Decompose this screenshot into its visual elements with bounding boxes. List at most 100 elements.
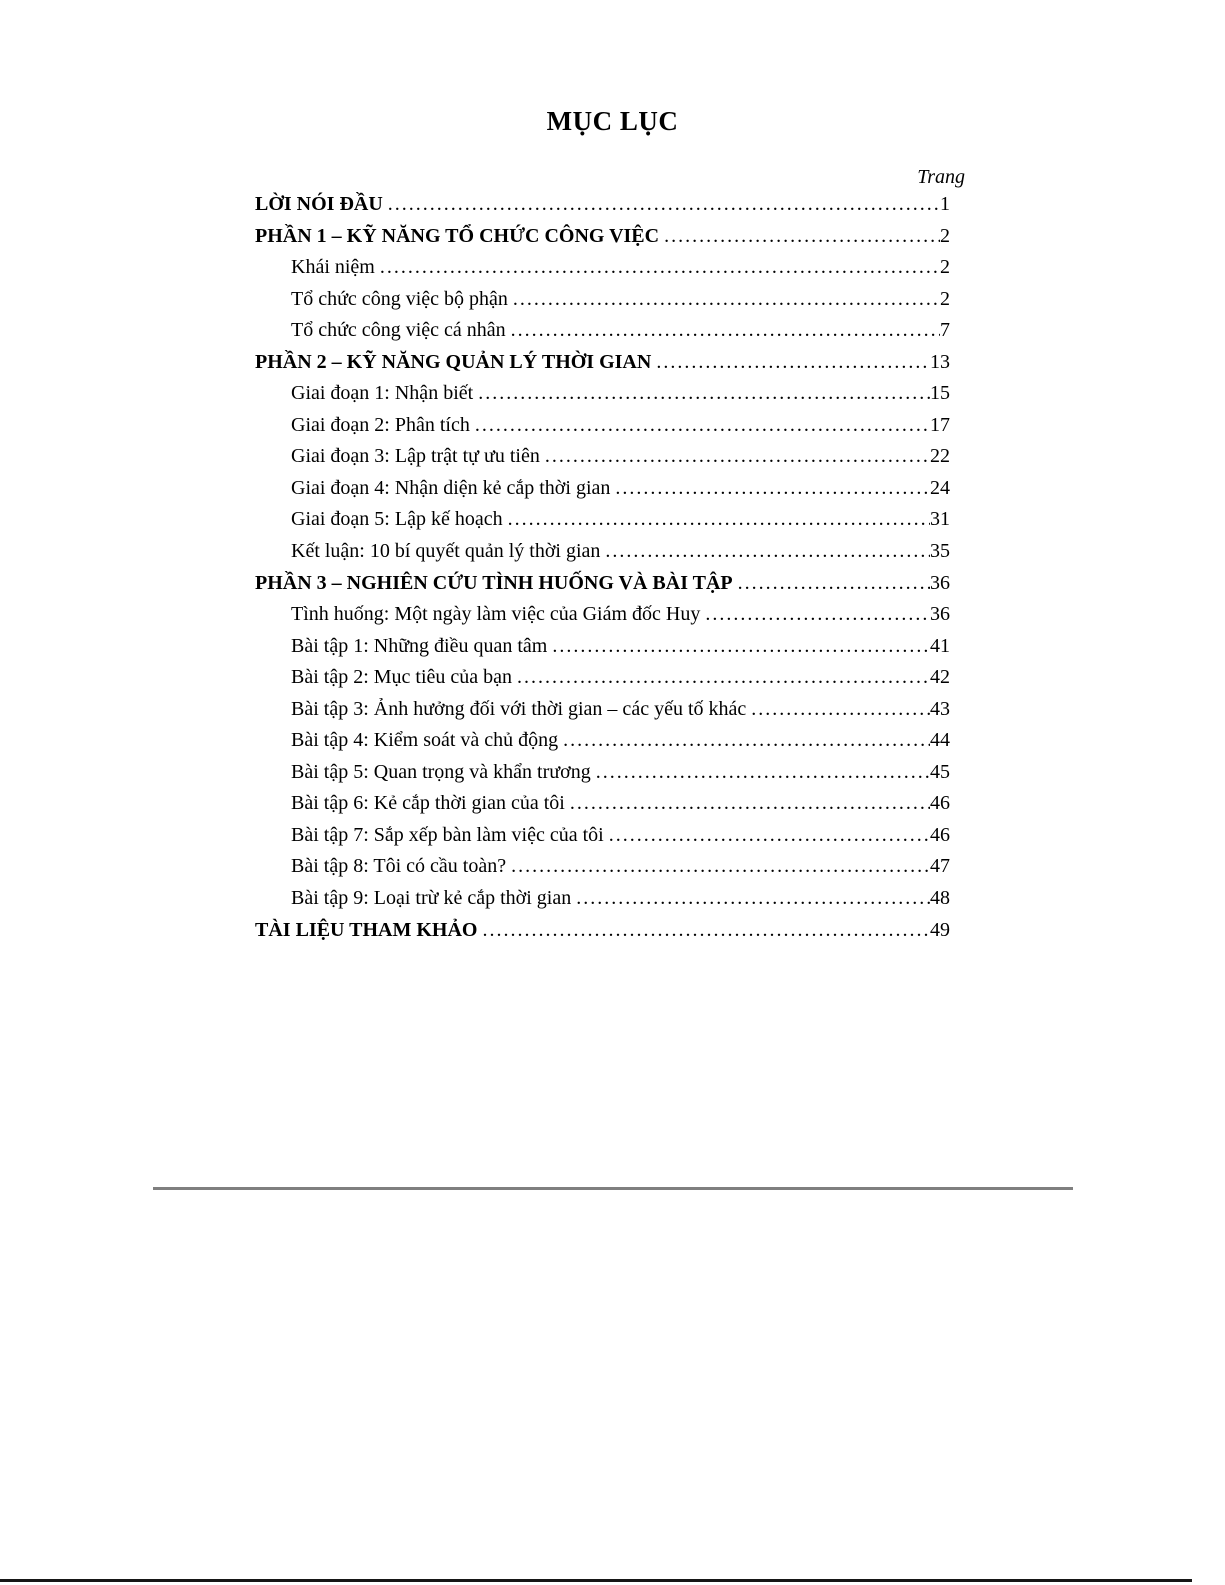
toc-entry: Bài tập 9: Loại trừ kẻ cắp thời gian ...… [255,883,950,915]
toc-entry: Giai đoạn 5: Lập kế hoạch ..............… [255,504,950,536]
toc-entry-page-number: 15 [930,382,950,405]
dot-leader: ........................................… [474,413,930,436]
toc-entry: Giai đoạn 3: Lập trật tự ưu tiên .......… [255,441,950,473]
toc-entry-page-number: 17 [930,413,950,436]
dot-leader: ........................................… [664,224,940,247]
toc-entry-page-number: 48 [930,887,950,910]
dot-leader: ........................................… [569,792,930,815]
toc-entry: Bài tập 7: Sắp xếp bàn làm việc của tôi … [255,820,950,852]
toc-entry: Tổ chức công việc bộ phận ..............… [255,284,950,316]
dot-leader: ........................................… [737,571,930,594]
dot-leader: ........................................… [387,193,940,215]
toc-entry: Bài tập 2: Mục tiêu của bạn ............… [255,662,950,694]
toc-entry: TÀI LIỆU THAM KHẢO .....................… [255,915,950,947]
dot-leader: ........................................… [544,445,930,468]
dot-leader: ........................................… [615,476,930,499]
dot-leader: ........................................… [510,319,940,342]
page-bottom-edge-bar [0,1579,1192,1582]
toc-entry: Tổ chức công việc cá nhân ..............… [255,315,950,347]
toc-entry-label: Bài tập 8: Tôi có cầu toàn? [291,855,507,878]
dot-leader: ........................................… [751,697,930,720]
dot-leader: ........................................… [576,887,930,910]
toc-entry-label: PHẦN 2 – KỸ NĂNG QUẢN LÝ THỜI GIAN [255,350,652,373]
toc-entry: Bài tập 8: Tôi có cầu toàn? ............… [255,851,950,883]
dot-leader: ........................................… [705,603,930,626]
toc-entry-label: Bài tập 5: Quan trọng và khẩn trương [291,760,591,783]
toc-entry-label: TÀI LIỆU THAM KHẢO [255,918,478,941]
toc-entry-page-number: 2 [940,224,950,247]
toc-entry: Khái niệm ..............................… [255,252,950,284]
dot-leader: ........................................… [552,634,930,657]
toc-entry-page-number: 2 [940,256,950,279]
toc-entry-page-number: 36 [930,571,950,594]
toc-entry-label: Bài tập 2: Mục tiêu của bạn [291,666,513,689]
toc-entry-page-number: 46 [930,792,950,815]
toc-entry-label: Tình huống: Một ngày làm việc của Giám đ… [291,603,701,626]
toc-entry-label: Bài tập 7: Sắp xếp bàn làm việc của tôi [291,823,604,846]
toc-entry-label: LỜI NÓI ĐẦU [255,193,383,215]
toc-entry-label: Bài tập 6: Kẻ cắp thời gian của tôi [291,792,565,815]
dot-leader: ........................................… [478,382,930,405]
dot-leader: ........................................… [512,287,940,310]
toc-entry-page-number: 43 [930,697,950,720]
toc-entry-page-number: 36 [930,603,950,626]
toc-entry: Bài tập 1: Những điều quan tâm .........… [255,631,950,663]
toc-entry-page-number: 41 [930,634,950,657]
toc-entry-label: Tổ chức công việc bộ phận [291,287,508,310]
toc-entry-label: Giai đoạn 5: Lập kế hoạch [291,508,503,531]
toc-entry: Tình huống: Một ngày làm việc của Giám đ… [255,599,950,631]
toc-entry-page-number: 13 [930,350,950,373]
footer-divider-line [153,1187,1073,1190]
toc-entry-label: Giai đoạn 3: Lập trật tự ưu tiên [291,445,540,468]
toc-entry: Giai đoạn 2: Phân tích .................… [255,410,950,442]
toc-entry-label: Bài tập 9: Loại trừ kẻ cắp thời gian [291,887,572,910]
dot-leader: ........................................… [507,508,930,531]
dot-leader: ........................................… [379,256,940,279]
toc-entry-page-number: 7 [940,319,950,342]
toc-entry-page-number: 31 [930,508,950,531]
dot-leader: ........................................… [511,855,930,878]
toc-entry-label: Giai đoạn 4: Nhận diện kẻ cắp thời gian [291,476,611,499]
toc-entry: Bài tập 4: Kiểm soát và chủ động .......… [255,725,950,757]
dot-leader: ........................................… [563,729,930,752]
toc-entry: Bài tập 3: Ảnh hưởng đối với thời gian –… [255,694,950,726]
toc-entry: Giai đoạn 1: Nhận biết .................… [255,378,950,410]
toc-entry-page-number: 2 [940,287,950,310]
toc-entry-page-number: 47 [930,855,950,878]
toc-entry: PHẦN 3 – NGHIÊN CỨU TÌNH HUỐNG VÀ BÀI TẬ… [255,568,950,600]
toc-entry-label: PHẦN 3 – NGHIÊN CỨU TÌNH HUỐNG VÀ BÀI TẬ… [255,571,733,594]
toc-entry: PHẦN 2 – KỸ NĂNG QUẢN LÝ THỜI GIAN .....… [255,347,950,379]
toc-entry-label: Bài tập 3: Ảnh hưởng đối với thời gian –… [291,697,747,720]
dot-leader: ........................................… [482,918,930,941]
toc-entry: LỜI NÓI ĐẦU ............................… [255,189,950,221]
toc-entry-page-number: 42 [930,666,950,689]
toc-entry: Giai đoạn 4: Nhận diện kẻ cắp thời gian … [255,473,950,505]
toc-entry-page-number: 35 [930,540,950,563]
toc-entry-page-number: 46 [930,823,950,846]
toc-entry-label: Bài tập 4: Kiểm soát và chủ động [291,729,559,752]
toc-entry-page-number: 1 [940,193,950,215]
dot-leader: ........................................… [656,350,930,373]
toc-entry-page-number: 45 [930,760,950,783]
dot-leader: ........................................… [595,760,930,783]
dot-leader: ........................................… [605,540,930,563]
dot-leader: ........................................… [517,666,930,689]
toc-entry-label: PHẦN 1 – KỸ NĂNG TỔ CHỨC CÔNG VIỆC [255,224,660,247]
toc-entry-label: Bài tập 1: Những điều quan tâm [291,634,548,657]
toc-entry-label: Khái niệm [291,256,375,279]
toc-entry: Bài tập 5: Quan trọng và khẩn trương ...… [255,757,950,789]
toc-entry-label: Tổ chức công việc cá nhân [291,319,506,342]
table-of-contents: LỜI NÓI ĐẦU ............................… [255,189,950,946]
toc-entry-label: Giai đoạn 1: Nhận biết [291,382,474,405]
page-column-label: Trang [917,166,965,188]
toc-entry: Bài tập 6: Kẻ cắp thời gian của tôi ....… [255,788,950,820]
toc-entry-label: Kết luận: 10 bí quyết quản lý thời gian [291,540,601,563]
toc-entry-label: Giai đoạn 2: Phân tích [291,413,470,436]
dot-leader: ........................................… [608,823,930,846]
toc-entry-page-number: 49 [930,918,950,941]
page-title: MỤC LỤC [546,106,679,136]
toc-entry-page-number: 22 [930,445,950,468]
toc-entry-page-number: 24 [930,476,950,499]
